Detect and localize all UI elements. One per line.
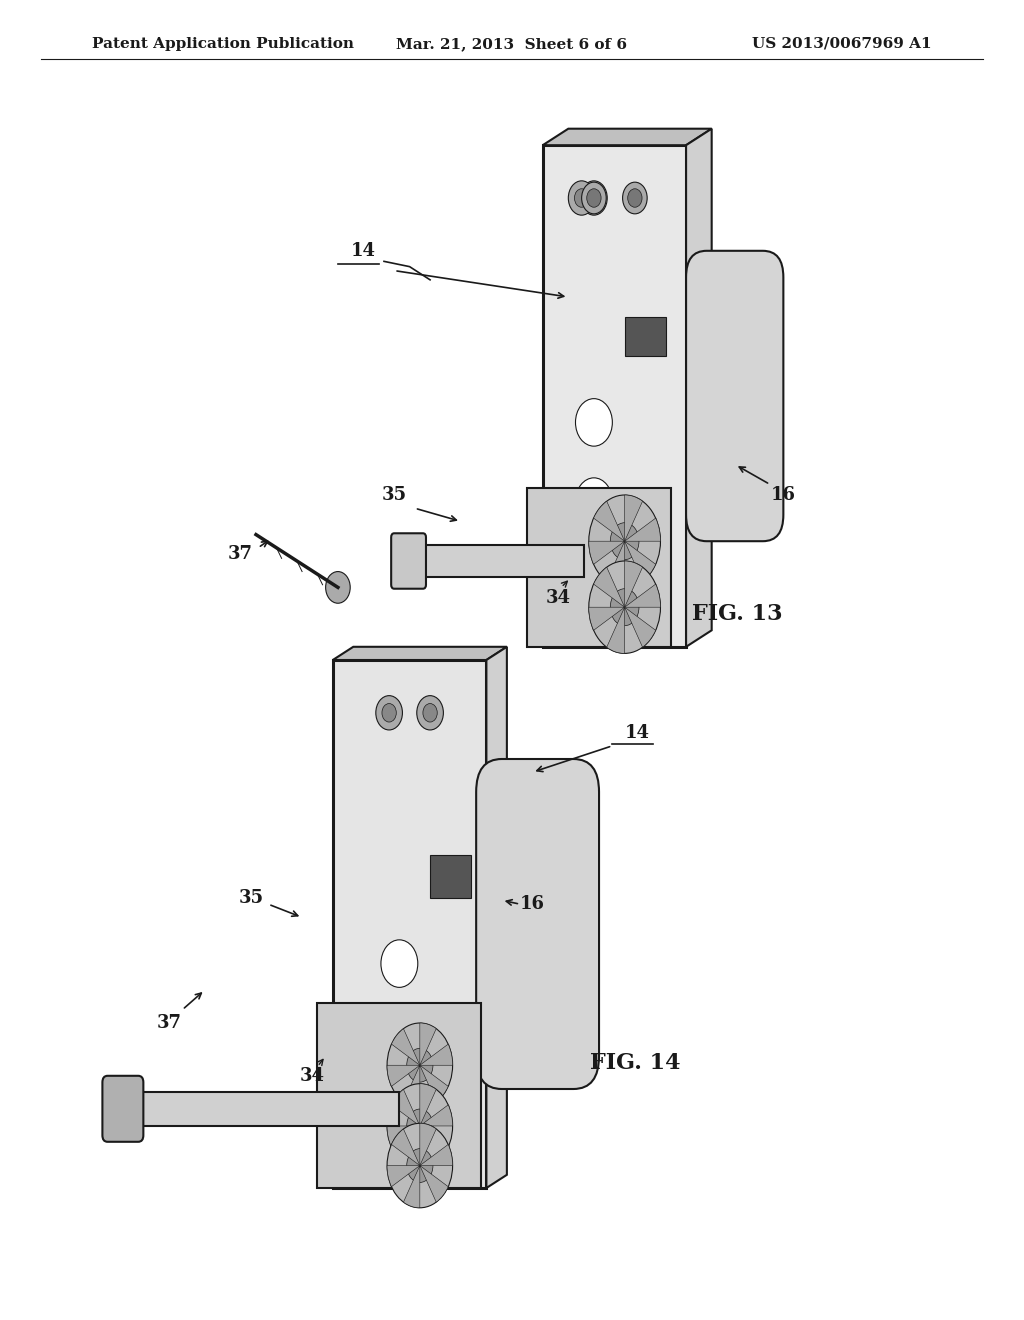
Wedge shape <box>387 1166 420 1187</box>
Polygon shape <box>543 145 686 647</box>
Wedge shape <box>387 1065 420 1086</box>
Wedge shape <box>606 541 625 587</box>
Wedge shape <box>625 517 660 541</box>
Wedge shape <box>420 1126 449 1163</box>
Text: US 2013/0067969 A1: US 2013/0067969 A1 <box>753 37 932 51</box>
Circle shape <box>574 189 589 207</box>
Polygon shape <box>333 647 507 660</box>
Circle shape <box>610 589 639 626</box>
Wedge shape <box>594 502 625 541</box>
Text: 35: 35 <box>382 486 407 504</box>
Wedge shape <box>420 1166 449 1203</box>
Wedge shape <box>625 607 655 647</box>
Text: 14: 14 <box>625 723 649 742</box>
Text: 16: 16 <box>771 486 796 504</box>
Text: 14: 14 <box>351 242 376 260</box>
Bar <box>420 545 584 577</box>
Wedge shape <box>391 1089 420 1126</box>
Wedge shape <box>594 568 625 607</box>
FancyBboxPatch shape <box>686 251 783 541</box>
Polygon shape <box>543 129 712 145</box>
Circle shape <box>575 478 612 525</box>
Wedge shape <box>420 1123 436 1166</box>
Circle shape <box>575 399 612 446</box>
Wedge shape <box>420 1065 449 1102</box>
Circle shape <box>407 1148 433 1183</box>
Wedge shape <box>589 607 625 630</box>
FancyBboxPatch shape <box>102 1076 143 1142</box>
Circle shape <box>568 181 595 215</box>
Wedge shape <box>391 1129 420 1166</box>
Bar <box>317 1003 481 1188</box>
Text: FIG. 14: FIG. 14 <box>590 1052 680 1073</box>
Wedge shape <box>403 1065 420 1107</box>
Circle shape <box>623 182 647 214</box>
Circle shape <box>582 182 606 214</box>
Wedge shape <box>625 541 655 581</box>
Wedge shape <box>625 561 643 607</box>
Text: 34: 34 <box>546 589 570 607</box>
Circle shape <box>407 1048 433 1082</box>
Wedge shape <box>387 1126 420 1147</box>
Wedge shape <box>420 1023 436 1065</box>
Circle shape <box>589 561 660 653</box>
Bar <box>430 855 471 898</box>
Text: Patent Application Publication: Patent Application Publication <box>92 37 354 51</box>
Circle shape <box>587 189 601 207</box>
FancyBboxPatch shape <box>476 759 599 1089</box>
Circle shape <box>381 1019 418 1067</box>
Circle shape <box>581 181 607 215</box>
Circle shape <box>610 523 639 560</box>
Wedge shape <box>403 1166 420 1208</box>
Circle shape <box>589 495 660 587</box>
Text: FIG. 13: FIG. 13 <box>692 603 782 624</box>
Circle shape <box>381 940 418 987</box>
Circle shape <box>387 1023 453 1107</box>
Wedge shape <box>403 1126 420 1168</box>
Circle shape <box>376 696 402 730</box>
Polygon shape <box>686 129 712 647</box>
Circle shape <box>387 1084 453 1168</box>
Circle shape <box>423 704 437 722</box>
Circle shape <box>407 1109 433 1143</box>
Circle shape <box>326 572 350 603</box>
Text: 16: 16 <box>520 895 545 913</box>
Circle shape <box>587 189 601 207</box>
FancyBboxPatch shape <box>391 533 426 589</box>
Wedge shape <box>420 1144 453 1166</box>
Bar <box>625 317 666 356</box>
Bar <box>527 488 671 647</box>
Wedge shape <box>625 583 660 607</box>
Wedge shape <box>625 495 643 541</box>
Polygon shape <box>486 647 507 1188</box>
Wedge shape <box>420 1044 453 1065</box>
Wedge shape <box>606 607 625 653</box>
Text: Mar. 21, 2013  Sheet 6 of 6: Mar. 21, 2013 Sheet 6 of 6 <box>396 37 628 51</box>
Wedge shape <box>420 1084 436 1126</box>
Circle shape <box>628 189 642 207</box>
Wedge shape <box>589 541 625 564</box>
Circle shape <box>417 696 443 730</box>
Text: 37: 37 <box>157 1014 181 1032</box>
Text: 37: 37 <box>228 545 253 564</box>
Wedge shape <box>391 1028 420 1065</box>
Wedge shape <box>420 1105 453 1126</box>
Circle shape <box>382 704 396 722</box>
Circle shape <box>387 1123 453 1208</box>
Polygon shape <box>333 660 486 1188</box>
Bar <box>133 1092 399 1126</box>
Text: 35: 35 <box>239 888 263 907</box>
Text: 34: 34 <box>300 1067 325 1085</box>
